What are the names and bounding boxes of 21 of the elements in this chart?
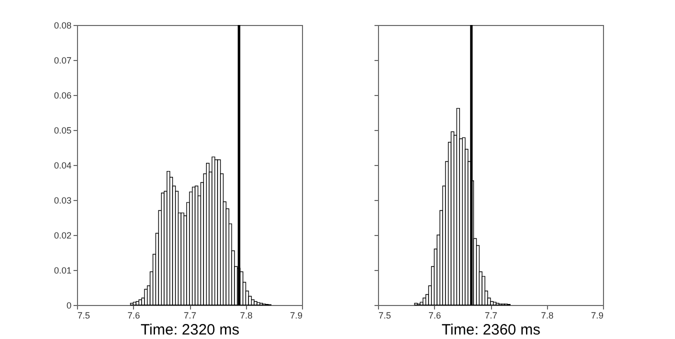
y-tick-label: 0 — [66, 300, 72, 310]
y-tick-label: 0.07 — [54, 56, 72, 66]
y-tick-label: 0.04 — [54, 160, 72, 170]
x-tick-label: 7.5 — [378, 310, 392, 320]
x-tick-label: 7.8 — [240, 310, 253, 320]
x-axis-title: Time: 2360 ms — [442, 322, 540, 338]
x-tick-label: 7.5 — [78, 310, 90, 320]
y-tick-label: 0.03 — [54, 196, 72, 206]
x-tick-label: 7.8 — [540, 310, 554, 320]
x-tick-label: 7.7 — [184, 310, 196, 320]
x-tick-label: 7.6 — [428, 310, 442, 320]
x-tick-label: 7.9 — [290, 310, 302, 320]
y-tick-label: 0.06 — [54, 90, 72, 100]
x-axis-title: Time: 2320 ms — [140, 322, 240, 338]
y-tick-label: 0.08 — [54, 20, 72, 30]
y-tick-label: 0.01 — [54, 266, 72, 276]
x-tick-label: 7.7 — [484, 310, 498, 320]
y-tick-label: 0.05 — [54, 126, 72, 136]
x-tick-label: 7.9 — [590, 310, 604, 320]
y-tick-label: 0.02 — [54, 230, 72, 240]
x-tick-label: 7.6 — [127, 310, 140, 320]
